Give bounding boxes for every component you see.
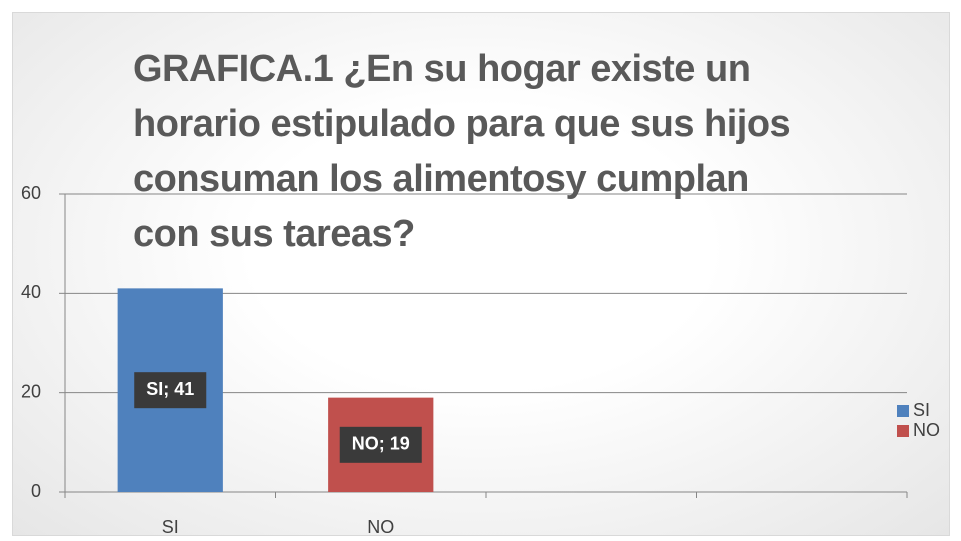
- data-label-box: [134, 372, 207, 409]
- data-label: SI; 41: [146, 379, 194, 399]
- legend-label: NO: [913, 420, 940, 440]
- legend-swatch: [897, 425, 909, 437]
- y-tick-label: 0: [31, 481, 41, 501]
- data-label: NO; 19: [352, 434, 410, 454]
- y-tick-label: 20: [21, 381, 41, 401]
- x-tick-label: SI: [162, 517, 179, 537]
- y-tick-label: 60: [21, 183, 41, 203]
- chart-title: GRAFICA.1 ¿En su hogar existe un horario…: [133, 48, 791, 255]
- y-tick-label: 40: [21, 282, 41, 302]
- legend-label: SI: [913, 400, 930, 420]
- x-tick-label: NO: [367, 517, 394, 537]
- data-label-box: [339, 426, 422, 463]
- legend-swatch: [897, 405, 909, 417]
